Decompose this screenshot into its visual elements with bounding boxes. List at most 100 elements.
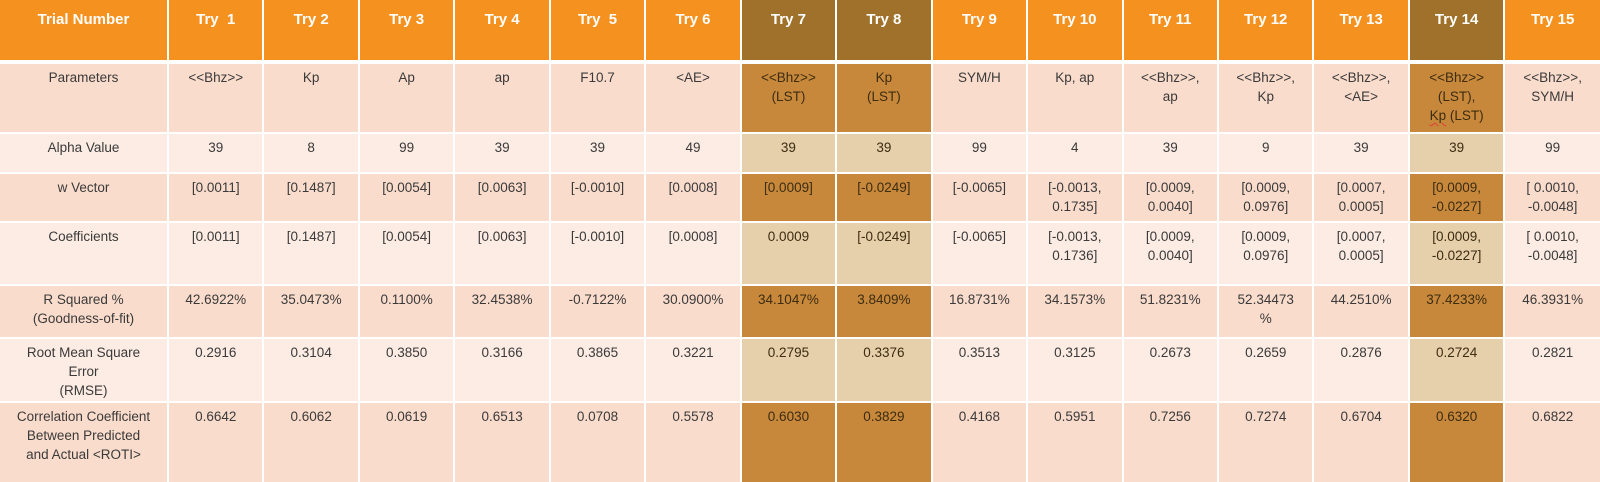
data-cell: 30.0900% [644, 284, 742, 339]
data-cell: Kp (LST) [835, 61, 933, 134]
column-header: Try 15 [1503, 0, 1600, 64]
data-cell: 9 [1216, 132, 1315, 174]
corner-header: Trial Number [0, 0, 169, 64]
data-cell: 0.4168 [930, 401, 1029, 482]
data-cell: F10.7 [548, 61, 647, 134]
table-row: Coefficients [0.0011] [0.1487] [0.0054] [0.0… [0, 221, 1600, 286]
data-cell: 37.4233% [1407, 284, 1506, 339]
column-header: Try 9 [930, 0, 1029, 64]
data-cell: 8 [262, 132, 360, 174]
data-cell: 0.2821 [1503, 337, 1600, 403]
column-header: Try 13 [1312, 0, 1410, 64]
data-cell: Ap [357, 61, 456, 134]
data-cell: 0.1100% [357, 284, 456, 339]
data-cell: 0.3166 [453, 337, 551, 403]
data-cell: 0.6704 [1312, 401, 1410, 482]
data-cell: 0.0708 [548, 401, 647, 482]
data-cell: 0.6062 [262, 401, 360, 482]
data-cell: 3.8409% [835, 284, 933, 339]
data-cell: [-0.0249] [835, 221, 933, 286]
data-cell: 0.6513 [453, 401, 551, 482]
data-cell: [0.1487] [262, 172, 360, 223]
row-label: Root Mean Square Error (RMSE) [0, 337, 169, 403]
data-cell: <<Bhz>> (LST), Kp (LST) [1407, 61, 1506, 134]
data-cell: 0.3125 [1026, 337, 1124, 403]
table-row: Alpha Value 39 8 99 39 39 49 39 39 99 4 39 9 39 39 99 [0, 132, 1600, 174]
table-row: Root Mean Square Error (RMSE) 0.2916 0.310… [0, 337, 1600, 403]
column-header: Try 11 [1121, 0, 1219, 64]
column-header: Try 2 [262, 0, 360, 64]
data-cell: 39 [453, 132, 551, 174]
data-cell: [-0.0010] [548, 221, 647, 286]
data-cell: 46.3931% [1503, 284, 1600, 339]
data-cell: [0.0011] [166, 221, 265, 286]
data-cell: 0.0619 [357, 401, 456, 482]
data-cell: 0.3865 [548, 337, 647, 403]
column-header: Try 12 [1216, 0, 1315, 64]
data-cell: 0.5951 [1026, 401, 1124, 482]
data-cell: 49 [644, 132, 742, 174]
data-cell: 39 [166, 132, 265, 174]
data-cell: <<Bhz>>, ap [1121, 61, 1219, 134]
data-cell: 52.34473 % [1216, 284, 1315, 339]
data-cell: 0.7274 [1216, 401, 1315, 482]
data-cell: 99 [1503, 132, 1600, 174]
data-cell: 32.4538% [453, 284, 551, 339]
data-cell: [0.0007, 0.0005] [1312, 172, 1410, 223]
data-cell: 34.1573% [1026, 284, 1124, 339]
data-cell: 0.3829 [835, 401, 933, 482]
data-cell: <<Bhz>> (LST) [739, 61, 838, 134]
row-label: R Squared % (Goodness-of-fit) [0, 284, 169, 339]
data-cell: [0.0063] [453, 172, 551, 223]
column-header: Try 1 [166, 0, 265, 64]
data-cell: 39 [1121, 132, 1219, 174]
column-header: Try 14 [1407, 0, 1506, 64]
data-cell: [-0.0065] [930, 172, 1029, 223]
data-cell: 16.8731% [930, 284, 1029, 339]
data-cell: 0.3513 [930, 337, 1029, 403]
data-cell: <AE> [644, 61, 742, 134]
data-cell: [0.0007, 0.0005] [1312, 221, 1410, 286]
data-cell: 0.6642 [166, 401, 265, 482]
data-cell: 0.3221 [644, 337, 742, 403]
data-cell: 34.1047% [739, 284, 838, 339]
data-cell: 0.5578 [644, 401, 742, 482]
row-label: w Vector [0, 172, 169, 223]
data-cell: [ 0.0010, -0.0048] [1503, 221, 1600, 286]
data-cell: 99 [357, 132, 456, 174]
data-cell: <<Bhz>>, <AE> [1312, 61, 1410, 134]
data-cell: 51.8231% [1121, 284, 1219, 339]
data-cell: 99 [930, 132, 1029, 174]
column-header: Try 7 [739, 0, 838, 64]
data-cell: [0.0063] [453, 221, 551, 286]
data-cell: Kp, ap [1026, 61, 1124, 134]
data-cell: 0.3850 [357, 337, 456, 403]
data-cell: [ 0.0010, -0.0048] [1503, 172, 1600, 223]
data-cell: [0.0008] [644, 221, 742, 286]
data-cell: ap [453, 61, 551, 134]
data-cell: [0.1487] [262, 221, 360, 286]
data-cell: [0.0009, 0.0976] [1216, 172, 1315, 223]
data-cell: [-0.0013, 0.1736] [1026, 221, 1124, 286]
data-cell: [-0.0249] [835, 172, 933, 223]
data-cell: 0.6030 [739, 401, 838, 482]
data-cell: [-0.0065] [930, 221, 1029, 286]
data-cell: 0.3104 [262, 337, 360, 403]
row-label: Alpha Value [0, 132, 169, 174]
data-cell: [0.0009, 0.0040] [1121, 172, 1219, 223]
data-cell: <<Bhz>>, SYM/H [1503, 61, 1600, 134]
spellcheck-underline: Kp [1429, 107, 1447, 123]
table-row: Parameters <<Bhz>> Kp Ap ap F10.7 <AE> <<Bhz>> … [0, 61, 1600, 134]
column-header: Try 10 [1026, 0, 1124, 64]
data-cell: [0.0009, -0.0227] [1407, 221, 1506, 286]
data-cell: 0.3376 [835, 337, 933, 403]
data-cell: [0.0009, -0.0227] [1407, 172, 1506, 223]
table-row: R Squared % (Goodness-of-fit) 42.6922% 35.… [0, 284, 1600, 339]
column-header: Try 6 [644, 0, 742, 64]
data-cell: 44.2510% [1312, 284, 1410, 339]
header-row: Trial Number Try 1 Try 2 Try 3 Try 4 Try 5 Tr… [0, 0, 1600, 64]
table-row: Correlation Coefficient Between Predicte… [0, 401, 1600, 482]
data-cell: 0.2673 [1121, 337, 1219, 403]
